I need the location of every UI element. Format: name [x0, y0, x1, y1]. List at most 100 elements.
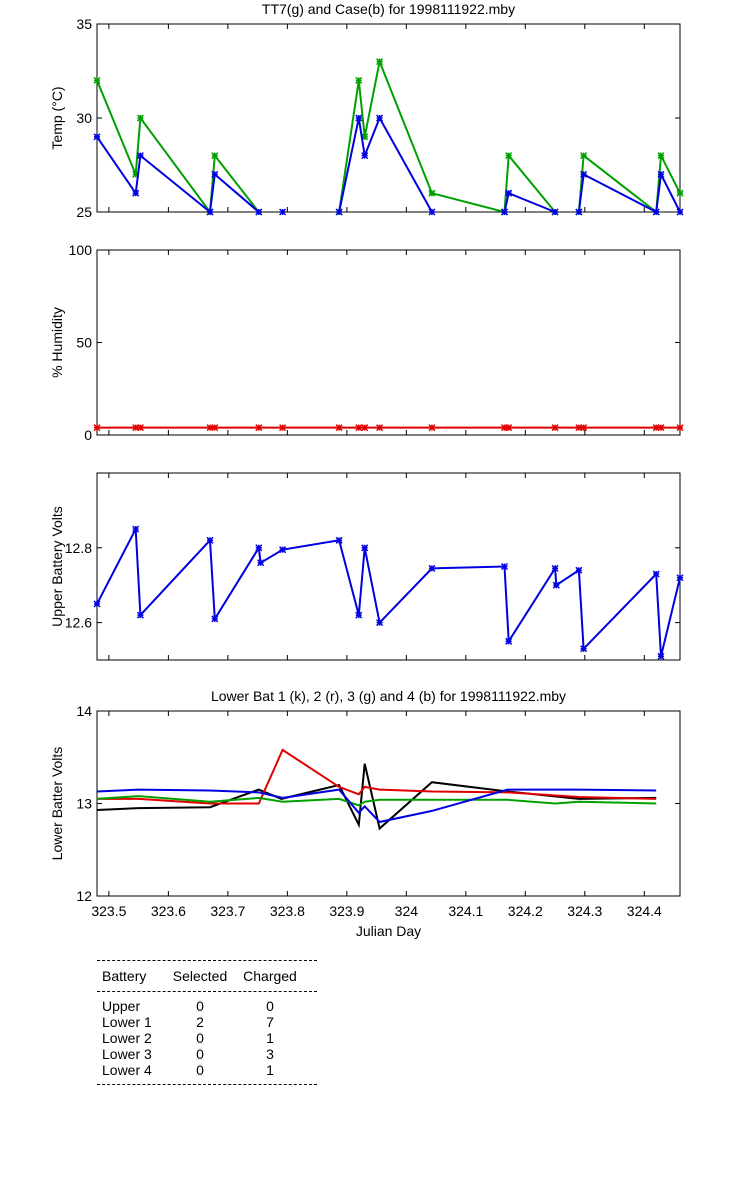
data-point-marker: [93, 76, 101, 84]
chart-title: Lower Bat 1 (k), 2 (r), 3 (g) and 4 (b) …: [211, 688, 566, 704]
plot-frame: [96, 472, 681, 661]
data-point-marker: [505, 637, 513, 645]
data-point-marker: [279, 546, 287, 554]
y-tick-label: 35: [76, 16, 92, 32]
row-selected: 0: [196, 1046, 204, 1062]
row-battery-name: Upper: [102, 998, 141, 1014]
series-line-green: [96, 795, 657, 807]
y-tick-label: 25: [76, 204, 92, 220]
series-line-blue: [96, 525, 681, 657]
table-top-rule: [97, 960, 317, 961]
data-point-marker: [93, 600, 101, 608]
data-point-marker: [551, 424, 559, 432]
data-point-marker: [136, 152, 144, 160]
x-tick-label: 323.8: [270, 903, 305, 919]
row-battery-name: Lower 4: [102, 1062, 152, 1078]
data-point-marker: [279, 208, 287, 216]
data-point-marker: [505, 424, 513, 432]
x-tick-label: 323.9: [329, 903, 364, 919]
data-point-marker: [211, 615, 219, 623]
x-axis-label: Julian Day: [356, 923, 421, 939]
data-point-marker: [575, 566, 583, 574]
data-point-marker: [136, 424, 144, 432]
data-point-marker: [335, 536, 343, 544]
series-line-blue: [338, 115, 433, 213]
y-axis-label: Temp (°C): [49, 86, 65, 149]
table-bottom-rule: [97, 1084, 317, 1085]
data-point-marker: [355, 76, 363, 84]
data-point-marker: [279, 424, 287, 432]
data-point-marker: [257, 559, 265, 567]
plot-frame: [96, 710, 681, 897]
series-line-green: [96, 80, 260, 215]
table-row: Lower 2 0 1: [97, 1030, 317, 1046]
data-point-marker: [355, 424, 363, 432]
y-tick-label: 30: [76, 110, 92, 126]
data-point-marker: [580, 170, 588, 178]
series-line-green: [338, 58, 556, 214]
data-point-marker: [505, 152, 513, 160]
data-point-marker: [676, 574, 684, 582]
data-point-marker: [361, 424, 369, 432]
data-point-marker: [580, 152, 588, 160]
x-tick-label: 323.6: [151, 903, 186, 919]
data-point-marker: [551, 208, 559, 216]
data-point-marker: [652, 208, 660, 216]
data-point-marker: [376, 114, 384, 122]
data-point-marker: [575, 208, 583, 216]
x-tick-label: 324.4: [627, 903, 662, 919]
data-point-marker: [255, 544, 263, 552]
row-selected: 0: [196, 998, 204, 1014]
data-point-marker: [676, 189, 684, 197]
table-row: Lower 3 0 3: [97, 1046, 317, 1062]
row-charged: 0: [266, 998, 274, 1014]
x-tick-label: 324.2: [508, 903, 543, 919]
row-selected: 0: [196, 1062, 204, 1078]
row-selected: 0: [196, 1030, 204, 1046]
y-tick-label: 12: [76, 888, 92, 904]
row-selected: 2: [196, 1014, 204, 1030]
plot-frame: [96, 249, 681, 436]
data-point-marker: [376, 424, 384, 432]
data-point-marker: [93, 424, 101, 432]
row-charged: 3: [266, 1046, 274, 1062]
data-point-marker: [361, 544, 369, 552]
data-point-marker: [552, 581, 560, 589]
chart-title: TT7(g) and Case(b) for 1998111922.mby: [262, 1, 515, 17]
row-battery-name: Lower 1: [102, 1014, 152, 1030]
y-tick-label: 12.8: [65, 540, 92, 556]
series-line-blue: [96, 788, 657, 824]
x-tick-label: 323.5: [91, 903, 126, 919]
data-point-marker: [93, 133, 101, 141]
data-point-marker: [428, 424, 436, 432]
series-line-blue: [577, 171, 681, 214]
data-point-marker: [428, 208, 436, 216]
data-point-marker: [500, 562, 509, 571]
header-selected: Selected: [172, 968, 228, 984]
data-point-marker: [211, 424, 219, 432]
data-point-marker: [428, 564, 436, 572]
data-point-marker: [255, 424, 263, 432]
data-point-marker: [657, 170, 665, 178]
data-point-marker: [335, 208, 343, 216]
data-point-marker: [657, 652, 665, 660]
series-line-red: [97, 748, 657, 805]
header-charged: Charged: [243, 968, 297, 984]
table-row: Lower 1 2 7: [97, 1014, 317, 1030]
row-charged: 1: [266, 1062, 274, 1078]
data-point-marker: [355, 114, 363, 122]
data-point-marker: [500, 208, 509, 216]
plot-frame: [96, 23, 681, 213]
y-tick-label: 100: [69, 242, 93, 258]
row-battery-name: Lower 2: [102, 1030, 152, 1046]
data-point-marker: [428, 189, 436, 197]
data-point-marker: [206, 208, 214, 216]
data-point-marker: [376, 619, 384, 627]
data-point-marker: [676, 424, 684, 432]
data-point-marker: [355, 611, 363, 619]
data-point-marker: [132, 189, 140, 197]
x-tick-label: 323.7: [210, 903, 245, 919]
x-tick-label: 324.3: [567, 903, 602, 919]
table-header-rule: [97, 991, 317, 992]
row-battery-name: Lower 3: [102, 1046, 152, 1062]
